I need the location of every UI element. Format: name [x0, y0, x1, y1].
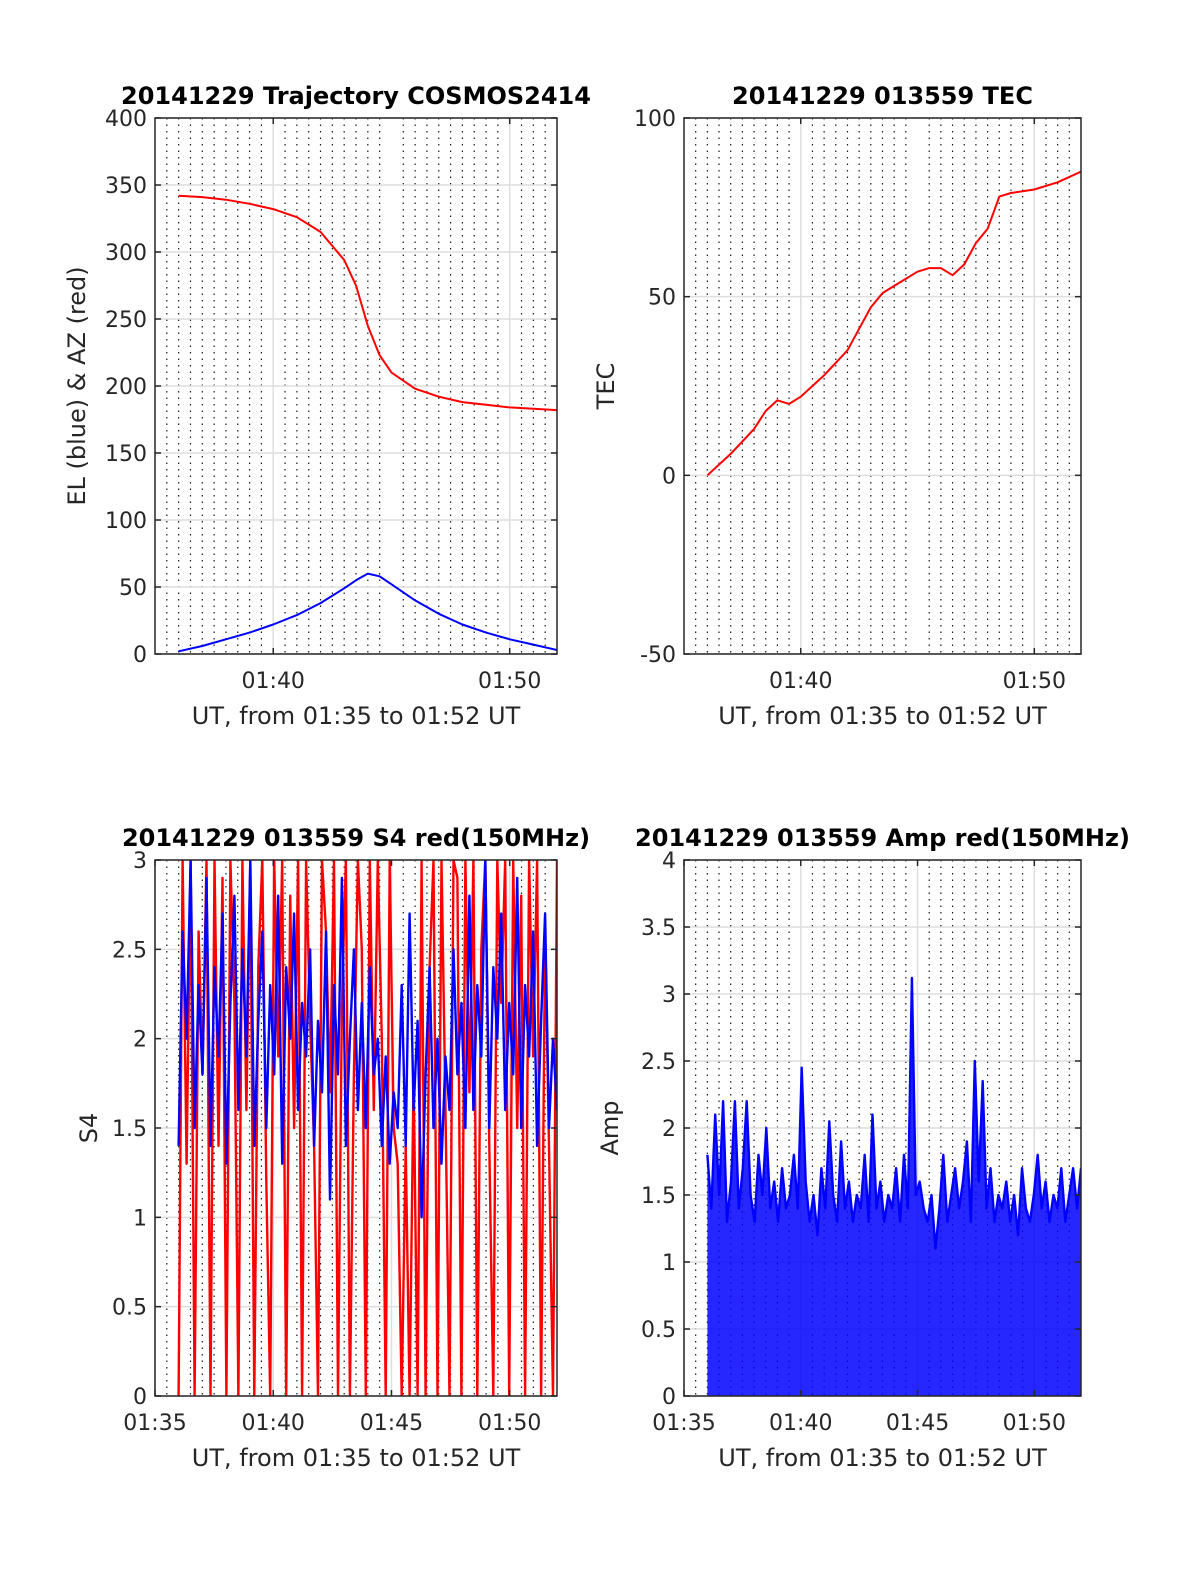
trajectory-plot-area — [178, 194, 557, 653]
trajectory-x-tick-label: 01:50 — [478, 669, 541, 694]
amp-area-fill — [707, 977, 1081, 1396]
trajectory-y-tick-label: 0 — [133, 643, 147, 668]
s4-series-line — [177, 860, 557, 1219]
amp-x-axis-label: UT, from 01:35 to 01:52 UT — [718, 1444, 1047, 1472]
tec-y-tick-label: 100 — [634, 107, 676, 132]
trajectory-y-tick-label: 150 — [105, 442, 147, 467]
amp-title: 20141229 013559 Amp red(150MHz) — [635, 824, 1130, 852]
amp-y-tick-label: 0.5 — [641, 1318, 676, 1343]
trajectory-y-tick-label: 350 — [105, 174, 147, 199]
amp-y-axis-label: Amp — [596, 1100, 624, 1155]
amp-y-tick-label: 1 — [662, 1251, 676, 1276]
s4-y-tick-label: 0 — [133, 1385, 147, 1410]
amp-x-tick-label: 01:40 — [769, 1411, 832, 1436]
trajectory-y-tick-label: 50 — [119, 576, 147, 601]
tec-x-axis-label: UT, from 01:35 to 01:52 UT — [718, 702, 1047, 730]
s4-y-tick-label: 1 — [133, 1206, 147, 1231]
tec-y-tick-label: 0 — [662, 464, 676, 489]
s4-y-tick-label: 2.5 — [112, 938, 147, 963]
amp-x-tick-label: 01:35 — [652, 1411, 715, 1436]
s4-plot-area — [177, 860, 557, 1396]
s4-y-tick-label: 0.5 — [112, 1296, 147, 1321]
trajectory-y-tick-label: 400 — [105, 107, 147, 132]
trajectory-x-tick-label: 01:40 — [242, 669, 305, 694]
s4-y-tick-label: 3 — [133, 849, 147, 874]
s4-y-axis-label: S4 — [75, 1113, 103, 1144]
amp-chart: 0 0.5 1 1.5 2 2.5 3 3.5 4 01:35 01:40 01:45 01:50 201… — [596, 824, 1130, 1472]
s4-title: 20141229 013559 S4 red(150MHz) — [122, 824, 590, 852]
tec-series-line — [706, 170, 1081, 477]
amp-y-tick-label: 3.5 — [641, 916, 676, 941]
trajectory-title: 20141229 Trajectory COSMOS2414 — [121, 82, 591, 110]
trajectory-x-axis-label: UT, from 01:35 to 01:52 UT — [192, 702, 521, 730]
amp-x-tick-label: 01:45 — [886, 1411, 949, 1436]
amp-y-tick-label: 2 — [662, 1117, 676, 1142]
s4-x-tick-label: 01:40 — [242, 1411, 305, 1436]
s4-x-tick-label: 01:35 — [123, 1411, 186, 1436]
trajectory-series-line — [178, 194, 557, 412]
tec-x-tick-label: 01:50 — [1003, 669, 1066, 694]
tec-y-axis-label: TEC — [592, 363, 620, 411]
s4-x-tick-label: 01:45 — [360, 1411, 423, 1436]
amp-y-tick-label: 2.5 — [641, 1050, 676, 1075]
trajectory-chart: 0 50 100 150 200 250 300 350 400 01:40 01:50 201412… — [63, 82, 591, 730]
s4-x-axis-label: UT, from 01:35 to 01:52 UT — [192, 1444, 521, 1472]
trajectory-y-tick-label: 300 — [105, 241, 147, 266]
trajectory-y-tick-label: 200 — [105, 375, 147, 400]
trajectory-y-axis-label: EL (blue) & AZ (red) — [63, 266, 91, 505]
tec-chart: -50 0 50 100 01:40 01:50 20141229 013559 TEC UT… — [592, 82, 1082, 730]
trajectory-y-tick-label: 250 — [105, 308, 147, 333]
tec-axes-box — [683, 117, 1082, 655]
amp-y-tick-label: 1.5 — [641, 1184, 676, 1209]
amp-x-tick-label: 01:50 — [1003, 1411, 1066, 1436]
trajectory-y-tick-label: 100 — [105, 509, 147, 534]
amp-y-tick-label: 0 — [662, 1385, 676, 1410]
tec-x-tick-label: 01:40 — [769, 669, 832, 694]
s4-x-tick-label: 01:50 — [478, 1411, 541, 1436]
s4-y-tick-label: 2 — [133, 1028, 147, 1053]
tec-title: 20141229 013559 TEC — [732, 82, 1033, 110]
amp-y-tick-label: 3 — [662, 983, 676, 1008]
tec-y-tick-label: -50 — [640, 643, 676, 668]
tec-plot-area — [706, 170, 1081, 477]
amp-plot-area — [706, 976, 1081, 1396]
trajectory-series-line — [178, 572, 557, 653]
s4-y-tick-label: 1.5 — [112, 1117, 147, 1142]
s4-chart: 0 0.5 1 1.5 2 2.5 3 01:35 01:40 01:45 01:50 2014122… — [75, 824, 590, 1472]
amp-y-tick-label: 4 — [662, 849, 676, 874]
tec-y-tick-label: 50 — [648, 286, 676, 311]
